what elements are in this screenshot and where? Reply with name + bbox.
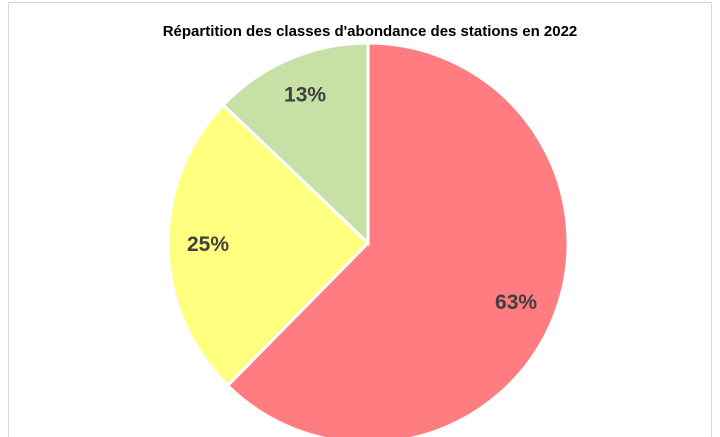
data-label: 63% (495, 291, 537, 314)
data-label: 25% (187, 233, 229, 256)
pie-slice (225, 41, 570, 437)
pie-slice (166, 102, 371, 388)
data-label: 13% (284, 83, 326, 106)
pie-slice (221, 41, 370, 247)
chart-title: Répartition des classes d'abondance des … (163, 23, 578, 40)
